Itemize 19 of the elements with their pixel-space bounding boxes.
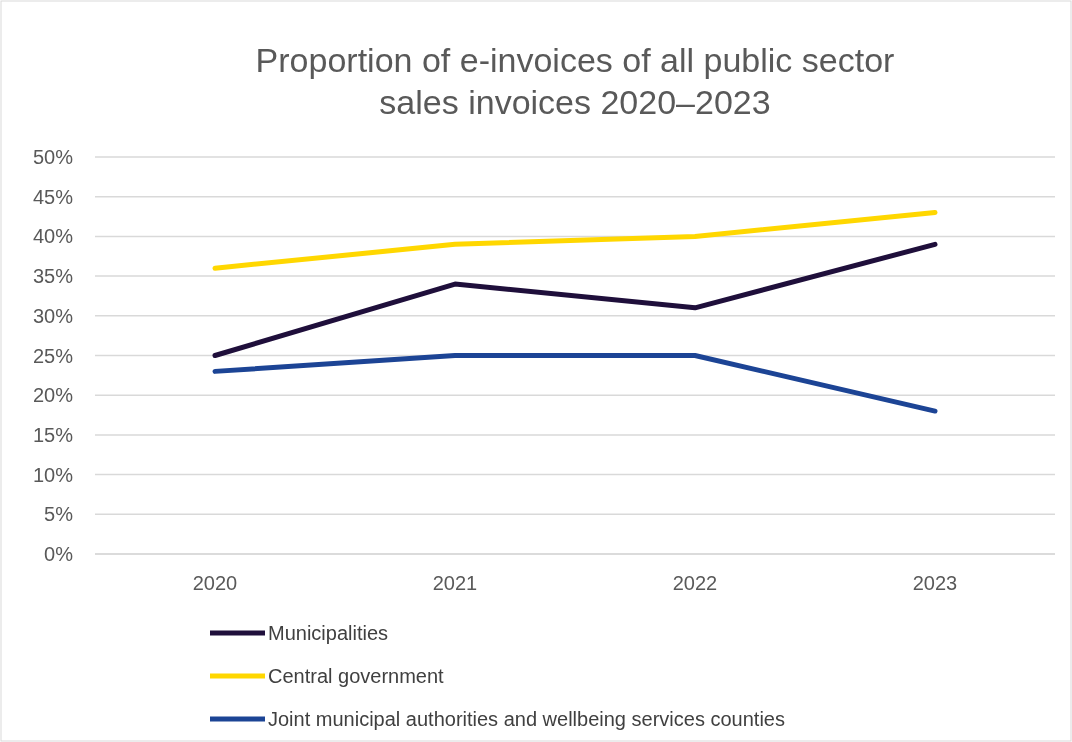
y-tick-label: 40% xyxy=(32,225,74,248)
legend-label: Joint municipal authorities and wellbeing services counties xyxy=(268,708,785,730)
y-tick-label: 0% xyxy=(44,543,74,565)
y-tick-label: 15% xyxy=(32,423,74,446)
y-tick-label: 10% xyxy=(32,463,74,486)
y-tick-label: 45% xyxy=(32,185,74,208)
y-tick-label: 30% xyxy=(32,304,74,327)
x-tick-label: 2023 xyxy=(912,572,958,594)
x-tick-label: 2022 xyxy=(672,572,718,594)
legend-label: Municipalities xyxy=(268,622,389,644)
y-tick-label: 5% xyxy=(44,503,74,526)
y-tick-label: 20% xyxy=(32,384,74,407)
y-tick-label: 35% xyxy=(32,265,74,288)
x-tick-label: 2020 xyxy=(192,572,238,594)
x-tick-label: 2021 xyxy=(432,572,478,594)
y-tick-label: 50% xyxy=(32,146,74,168)
legend-label: Central government xyxy=(268,665,445,687)
chart-title: Proportion of e-invoices of all public sector sales invoices 2020–2023 xyxy=(255,41,895,121)
y-tick-label: 25% xyxy=(32,344,74,367)
